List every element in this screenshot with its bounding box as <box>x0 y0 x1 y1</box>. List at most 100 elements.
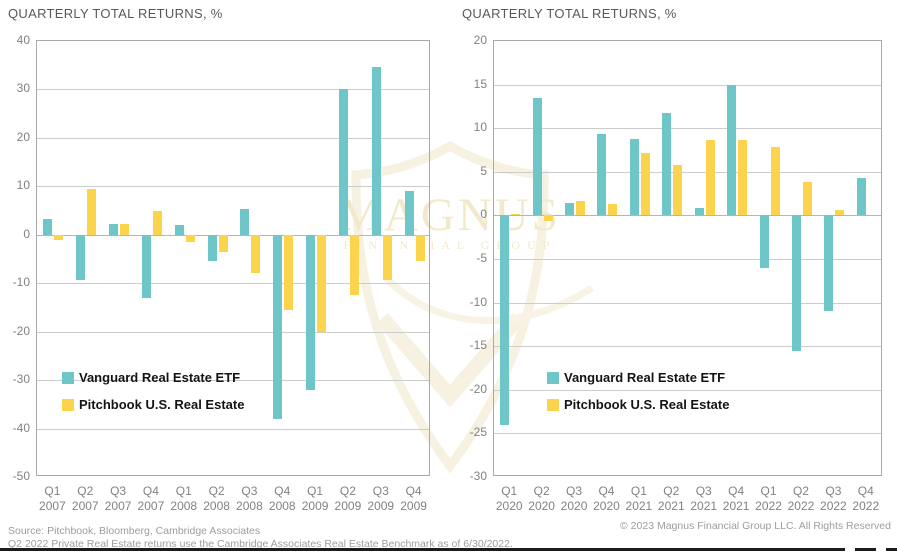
y-tick-label: -30 <box>469 469 487 483</box>
y-tick-label: 0 <box>480 207 487 222</box>
y-tick-label: 40 <box>16 33 30 47</box>
bar-pitchbook-q3-2009 <box>382 234 392 280</box>
y-tick-label: 15 <box>473 76 487 91</box>
legend-item: Vanguard Real Estate ETF <box>62 364 244 391</box>
gridline <box>494 433 881 435</box>
legend: Vanguard Real Estate ETF Pitchbook U.S. R… <box>62 364 244 418</box>
x-tick-label: Q4 2009 <box>400 484 427 513</box>
footer-rule-segment <box>855 548 876 551</box>
x-tick-label: Q3 2008 <box>236 484 263 513</box>
y-tick-label: 20 <box>473 33 487 47</box>
bar-vanguard-q2-2007 <box>76 234 86 281</box>
y-tick-label: 10 <box>16 178 30 193</box>
bar-pitchbook-q3-2021 <box>705 139 715 216</box>
gridline <box>37 380 429 382</box>
copyright-note: © 2023 Magnus Financial Group LLC. All R… <box>620 520 891 532</box>
x-tick-label: Q1 2007 <box>39 484 66 513</box>
x-tick-label: Q2 2009 <box>334 484 362 513</box>
y-tick-label: 5 <box>480 163 487 178</box>
gridline <box>37 186 429 188</box>
bar-vanguard-q4-2008 <box>273 234 283 419</box>
y-tick-label: -10 <box>12 275 30 290</box>
bar-pitchbook-q2-2022 <box>802 182 812 216</box>
bar-vanguard-q1-2008 <box>174 224 184 235</box>
gridline <box>37 428 429 430</box>
y-tick-label: -50 <box>12 469 30 483</box>
x-tick-label: Q1 2021 <box>625 484 653 513</box>
plot-area <box>36 40 430 476</box>
bar-pitchbook-q1-2007 <box>54 234 64 240</box>
bar-vanguard-q4-2009 <box>404 191 414 235</box>
y-tick-label: -40 <box>12 420 30 435</box>
x-tick-label: Q1 2009 <box>301 484 329 513</box>
benchmark-note: Q2 2022 Private Real Estate returns use … <box>8 538 513 550</box>
x-tick-label: Q4 2022 <box>852 484 880 513</box>
legend-color-swatch <box>62 398 74 411</box>
y-tick-label: -25 <box>469 425 487 440</box>
bar-pitchbook-q4-2008 <box>284 234 294 310</box>
bar-pitchbook-q1-2021 <box>640 152 650 216</box>
gridline <box>37 331 429 333</box>
bar-vanguard-q2-2008 <box>207 234 217 262</box>
y-tick-label: -15 <box>469 338 487 353</box>
gridline <box>494 346 881 348</box>
bar-vanguard-q3-2008 <box>240 209 250 235</box>
legend-label: Vanguard Real Estate ETF <box>79 370 241 385</box>
gridline <box>494 259 881 260</box>
bar-vanguard-q1-2007 <box>43 218 53 235</box>
bar-vanguard-q4-2022 <box>856 177 866 216</box>
gridline <box>494 84 881 86</box>
y-tick-label: 0 <box>23 226 30 241</box>
legend-label: Vanguard Real Estate ETF <box>564 370 726 385</box>
legend-color-swatch <box>62 371 74 384</box>
y-tick-label: 10 <box>473 120 487 135</box>
x-tick-label: Q1 2022 <box>755 484 782 513</box>
bar-vanguard-q1-2021 <box>629 138 639 216</box>
x-tick-label: Q2 2007 <box>71 484 99 513</box>
zero-gridline <box>37 234 429 236</box>
x-tick-label: Q1 2008 <box>170 484 198 513</box>
source-note: Source: Pitchbook, Bloomberg, Cambridge … <box>8 525 261 537</box>
bar-vanguard-q3-2007 <box>109 223 119 235</box>
bar-pitchbook-q4-2020 <box>608 204 618 216</box>
gridline <box>494 302 881 304</box>
x-tick-label: Q2 2022 <box>787 484 815 513</box>
x-tick-label: Q3 2009 <box>367 484 395 513</box>
bar-pitchbook-q3-2007 <box>120 223 130 235</box>
legend-label: Pitchbook U.S. Real Estate <box>564 397 730 412</box>
bar-pitchbook-q1-2022 <box>770 146 780 216</box>
bar-vanguard-q1-2009 <box>306 234 316 390</box>
bar-vanguard-q1-2020 <box>500 215 510 425</box>
y-tick-label: 30 <box>16 81 30 96</box>
legend-label: Pitchbook U.S. Real Estate <box>79 397 245 412</box>
bar-pitchbook-q3-2008 <box>251 234 261 273</box>
legend-color-swatch <box>547 398 559 411</box>
bar-vanguard-q4-2007 <box>141 234 151 298</box>
bar-pitchbook-q4-2009 <box>415 234 425 262</box>
bar-vanguard-q3-2022 <box>824 215 834 312</box>
plot-area <box>493 40 882 476</box>
bar-pitchbook-q2-2021 <box>673 164 683 216</box>
x-tick-label: Q2 2021 <box>657 484 685 513</box>
x-tick-label: Q3 2021 <box>690 484 718 513</box>
x-tick-label: Q2 2020 <box>528 484 555 513</box>
bar-pitchbook-q4-2007 <box>152 210 162 235</box>
y-tick-label: 20 <box>16 129 30 144</box>
y-tick-label: -5 <box>476 251 487 265</box>
bar-pitchbook-q4-2021 <box>738 140 748 216</box>
bar-vanguard-q3-2021 <box>694 208 704 216</box>
gridline <box>494 128 881 130</box>
x-tick-label: Q2 2008 <box>203 484 230 513</box>
bar-vanguard-q4-2021 <box>727 84 737 216</box>
x-tick-label: Q3 2022 <box>820 484 847 513</box>
bar-vanguard-q4-2020 <box>597 134 607 216</box>
x-tick-label: Q3 2007 <box>104 484 132 513</box>
bar-pitchbook-q3-2020 <box>576 201 586 216</box>
bar-vanguard-q2-2020 <box>532 97 542 216</box>
legend: Vanguard Real Estate ETF Pitchbook U.S. R… <box>547 364 729 418</box>
zero-gridline <box>494 215 881 217</box>
bar-pitchbook-q2-2007 <box>87 189 97 235</box>
